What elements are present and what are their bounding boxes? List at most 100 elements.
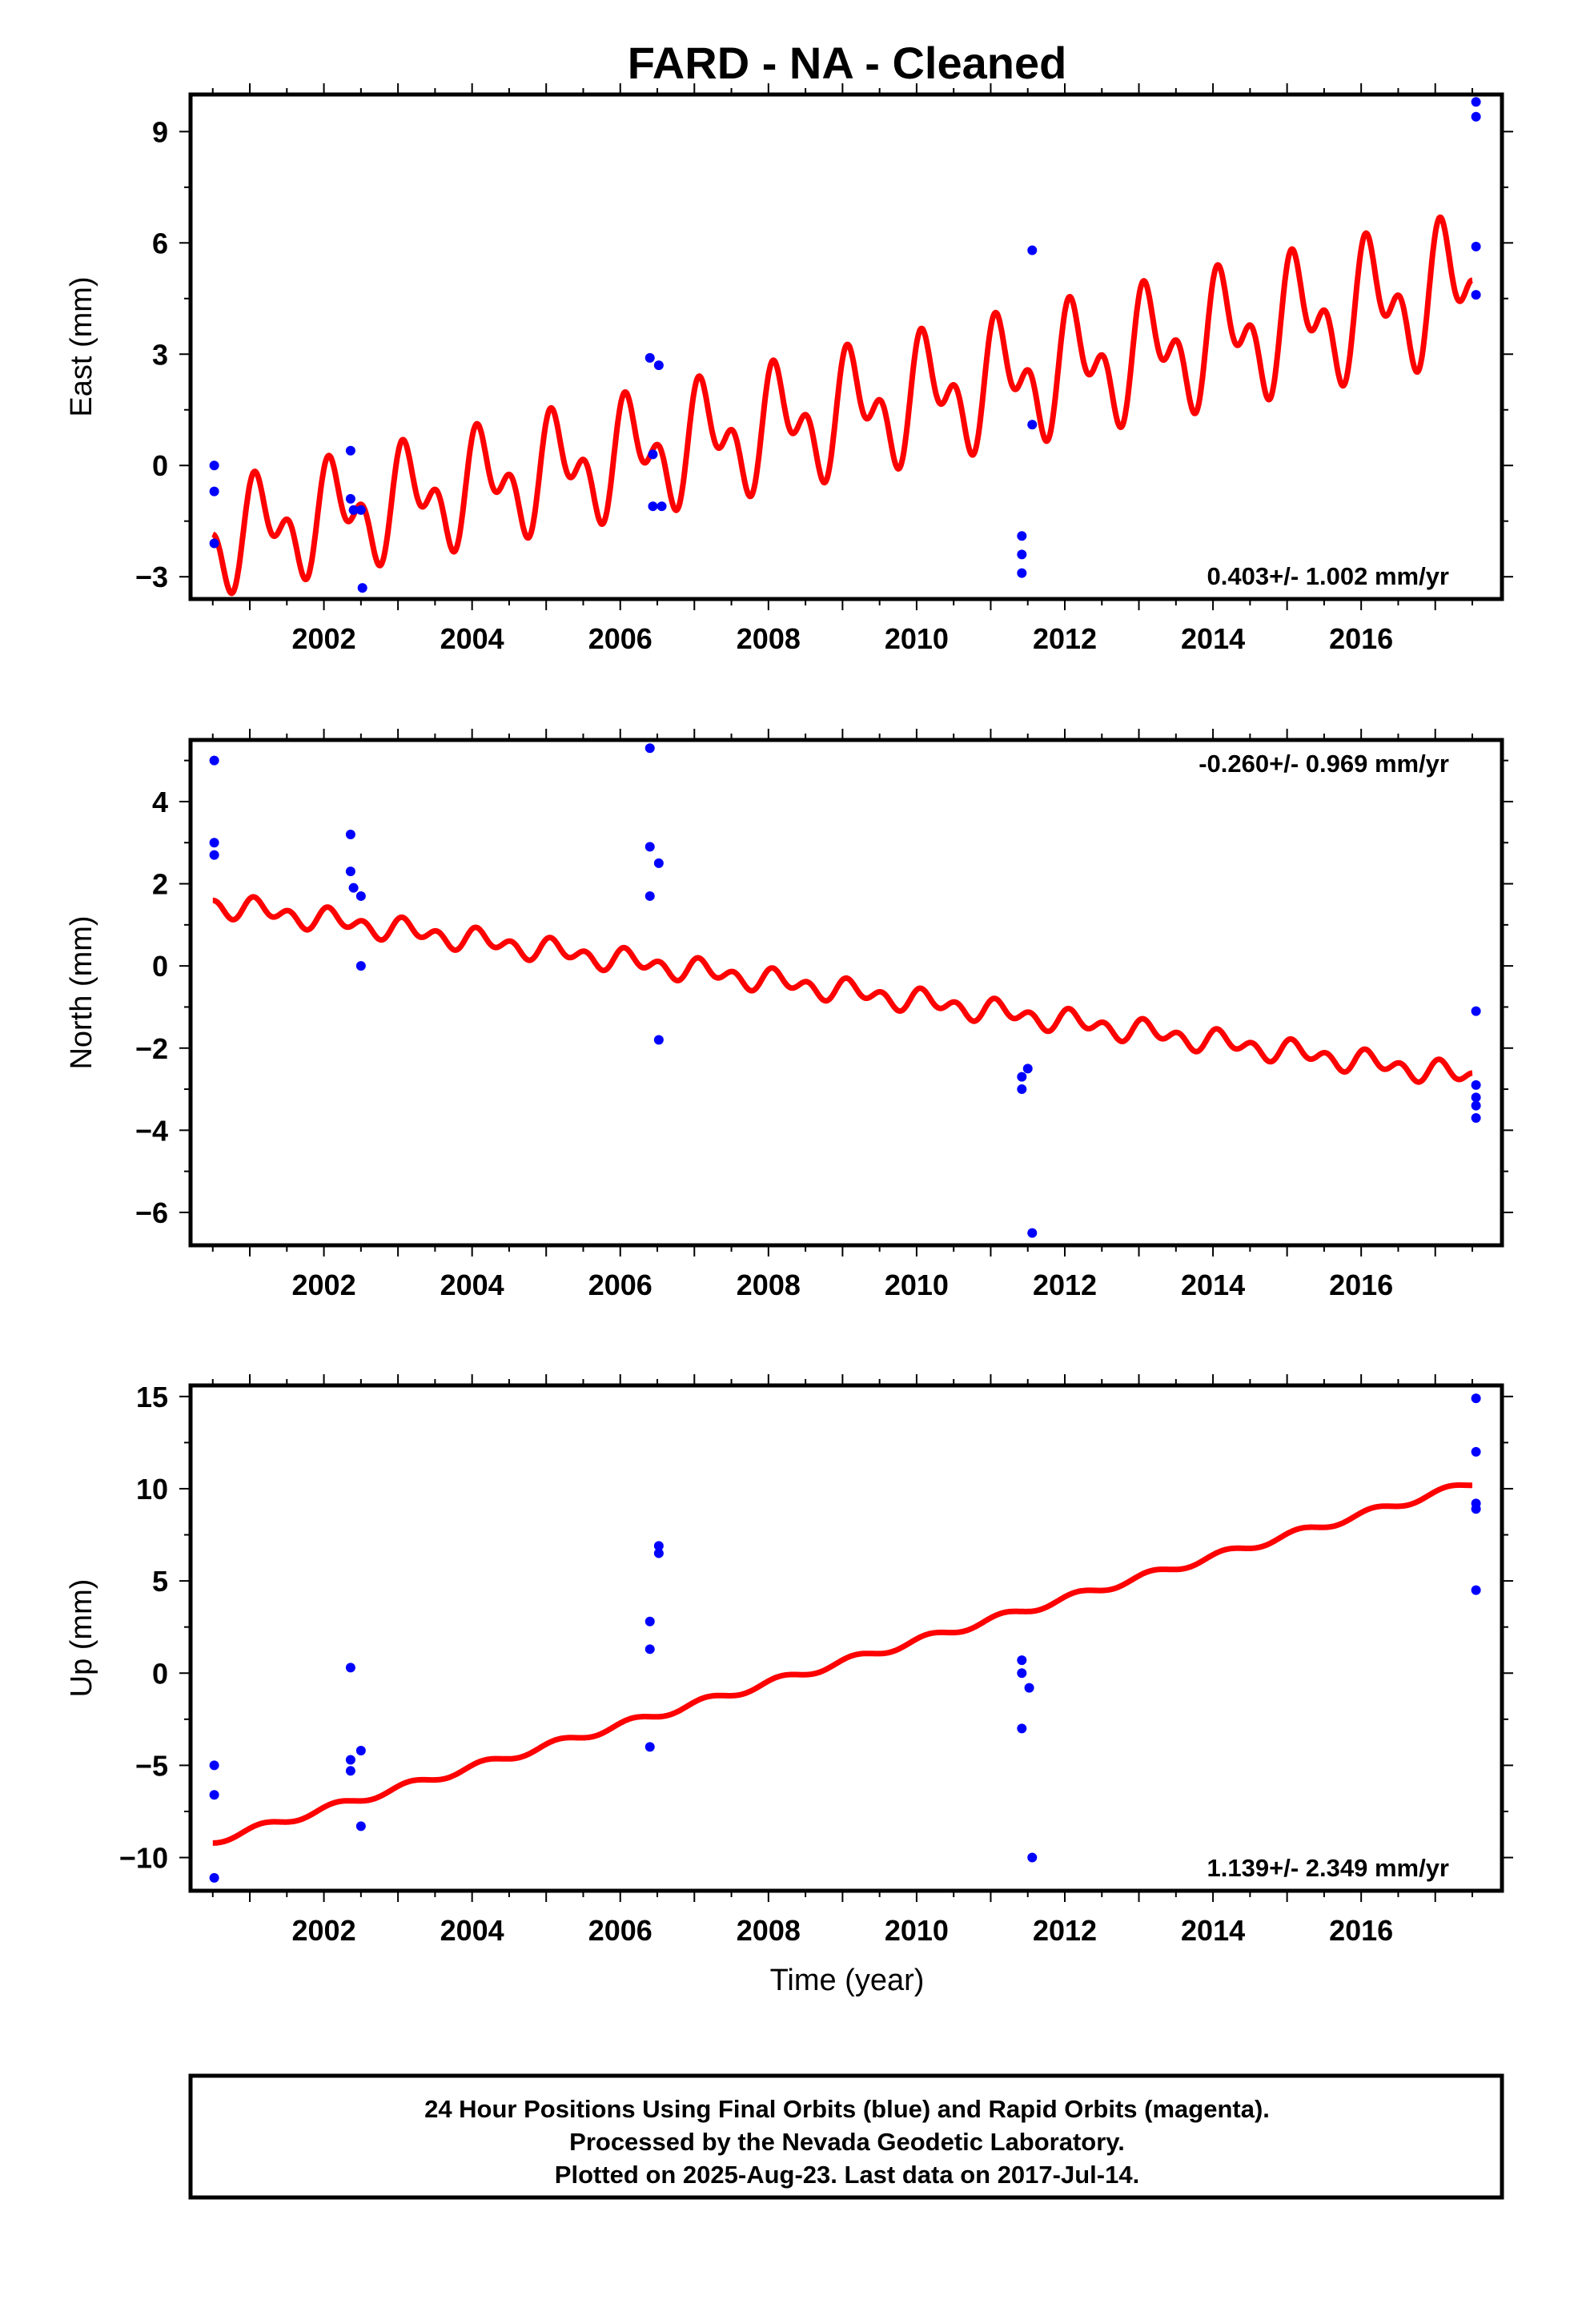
panel-up: 2002 2004 2006 2008 2010 2012 2014 2016 −10 −5 0 5 1… <box>65 1374 1513 1947</box>
rate-label: 0.403+/- 1.002 mm/yr <box>1207 562 1449 590</box>
x-tick-label: 2012 <box>1033 622 1097 655</box>
x-tick-label: 2006 <box>588 1914 652 1947</box>
x-tick-label: 2016 <box>1329 622 1393 655</box>
x-tick-label: 2008 <box>737 1914 801 1947</box>
data-point <box>355 961 366 971</box>
x-tick-label: 2010 <box>885 1914 949 1947</box>
data-point <box>348 505 359 515</box>
data-point <box>209 538 219 549</box>
x-tick-label: 2002 <box>292 1269 356 1301</box>
x-tick-label: 2010 <box>885 622 949 655</box>
data-point <box>355 505 366 515</box>
panel-north: 2002 2004 2006 2008 2010 2012 2014 2016 −6 −4 −2 0 2… <box>65 729 1513 1301</box>
x-tick-label: 2002 <box>292 1914 356 1947</box>
data-point <box>355 891 366 901</box>
data-point <box>656 501 667 512</box>
x-tick-label: 2002 <box>292 622 356 655</box>
footer-box <box>188 2073 1504 2200</box>
plot-area <box>209 1393 1481 1883</box>
data-point <box>653 858 664 868</box>
y-tick-label: 0 <box>152 449 168 482</box>
x-tick-label: 2008 <box>737 1269 801 1301</box>
y-axis-label: Up (mm) <box>65 1579 98 1698</box>
data-point <box>209 850 219 860</box>
y-tick-label: 2 <box>152 868 168 901</box>
panels: 2002 2004 2006 2008 2010 2012 2014 2016−30369Ea… <box>65 83 1513 1947</box>
data-point <box>345 1766 355 1776</box>
plot-area <box>209 97 1481 597</box>
data-point <box>644 1742 655 1752</box>
data-point <box>345 445 355 456</box>
data-point <box>345 1663 355 1673</box>
x-tick-label: 2006 <box>588 1269 652 1301</box>
data-point <box>1027 245 1038 255</box>
x-tick-label: 2014 <box>1181 1914 1245 1947</box>
data-point <box>209 1790 219 1800</box>
data-point <box>1022 1063 1033 1074</box>
data-point <box>1471 1006 1481 1016</box>
data-point <box>1017 549 1027 560</box>
rate-label: -0.260+/- 0.969 mm/yr <box>1199 750 1449 778</box>
data-point <box>1017 568 1027 578</box>
data-point <box>357 583 367 593</box>
y-tick-label: −2 <box>135 1032 168 1065</box>
y-tick-label: −6 <box>135 1196 168 1229</box>
x-tick-label: 2008 <box>737 622 801 655</box>
data-point <box>209 1760 219 1771</box>
model-curve <box>211 894 1475 1085</box>
y-tick-label: −10 <box>119 1842 168 1875</box>
x-tick-label: 2012 <box>1033 1914 1097 1947</box>
x-tick-label: 2014 <box>1181 622 1245 655</box>
plot-area <box>209 743 1481 1238</box>
model-curve <box>211 1482 1475 1846</box>
data-point <box>1471 1504 1481 1514</box>
data-point <box>1471 1446 1481 1457</box>
data-point <box>644 842 655 852</box>
data-point <box>653 1035 664 1045</box>
data-point <box>1471 1092 1481 1103</box>
data-point <box>355 1745 366 1755</box>
data-point <box>648 449 658 460</box>
data-point <box>1017 531 1027 541</box>
data-point <box>345 829 355 839</box>
data-point <box>209 460 219 471</box>
data-point <box>644 1616 655 1626</box>
y-tick-label: −5 <box>135 1749 168 1782</box>
data-point <box>1024 1683 1034 1693</box>
x-tick-label: 2010 <box>885 1269 949 1301</box>
y-axis-label: North (mm) <box>65 915 98 1069</box>
y-tick-label: 0 <box>152 1657 168 1690</box>
y-axis-label: East (mm) <box>65 276 98 416</box>
data-point <box>1017 1723 1027 1734</box>
data-point <box>209 1872 219 1883</box>
data-point <box>1471 111 1481 122</box>
data-point <box>348 883 359 893</box>
footer-line-2: Processed by the Nevada Geodetic Laborat… <box>569 2128 1125 2156</box>
data-point <box>209 486 219 497</box>
plot-frame <box>188 738 1504 1248</box>
data-point <box>644 743 655 754</box>
data-point <box>209 755 219 766</box>
data-point <box>1027 1228 1038 1238</box>
data-point <box>648 501 658 512</box>
data-point <box>1017 1072 1027 1082</box>
data-point <box>1017 1084 1027 1095</box>
data-point <box>1471 1585 1481 1595</box>
data-point <box>644 1644 655 1655</box>
y-tick-label: −4 <box>135 1114 168 1147</box>
y-tick-label: 5 <box>152 1565 168 1598</box>
data-point <box>1471 290 1481 300</box>
x-tick-label: 2004 <box>440 622 504 655</box>
data-point <box>644 891 655 901</box>
data-point <box>345 1755 355 1765</box>
data-point <box>345 866 355 877</box>
plot-frame <box>188 92 1504 601</box>
data-point <box>653 360 664 371</box>
data-point <box>1017 1668 1027 1679</box>
data-point <box>1027 420 1038 430</box>
data-point <box>653 1541 664 1551</box>
data-point <box>644 352 655 363</box>
x-axis-label: Time (year) <box>770 1964 925 1997</box>
y-tick-label: 15 <box>136 1381 168 1413</box>
